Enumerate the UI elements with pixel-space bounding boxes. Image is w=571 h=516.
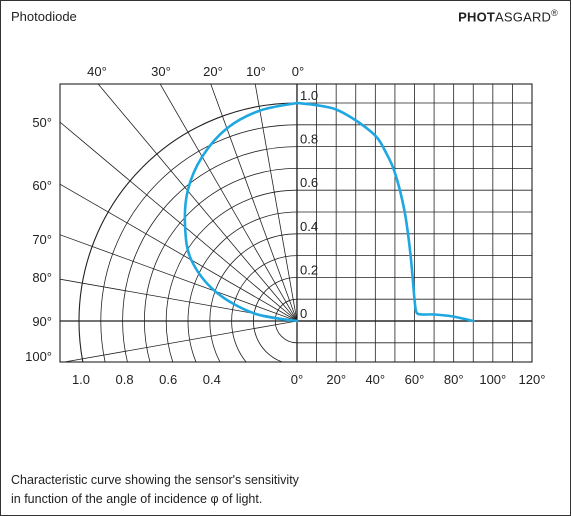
y-tick-label: 0: [300, 306, 307, 321]
polar-spoke: [60, 121, 297, 322]
x-tick-label: 20°: [326, 372, 346, 387]
x-tick-label: 100°: [479, 372, 506, 387]
y-tick-label: 1.0: [300, 88, 318, 103]
polar-sensitivity-curve: [183, 101, 299, 323]
polar-angle-label: 10°: [246, 64, 266, 79]
polar-spoke: [62, 320, 297, 362]
plot-frame: [59, 83, 533, 363]
grid: [59, 83, 533, 363]
polar-spoke: [60, 234, 297, 322]
caption-line-1: Characteristic curve showing the sensor'…: [11, 473, 299, 487]
caption-line-2: in function of the angle of incidence φ …: [11, 492, 263, 506]
polar-radius-label: 0.8: [116, 372, 134, 387]
polar-angle-label: 20°: [203, 64, 223, 79]
x-tick-label: 120°: [519, 372, 546, 387]
sensitivity-chart: 0° 10° 20° 30° 40° 50° 60° 70° 80° 90° 100° 1.0 0.8 0…: [25, 64, 545, 387]
caption: Characteristic curve showing the sensor'…: [11, 471, 299, 509]
polar-spoke: [210, 84, 297, 322]
polar-spoke: [159, 84, 297, 322]
polar-spoke: [60, 183, 297, 322]
x-tick-label: 0°: [291, 372, 303, 387]
y-tick-label: 0.6: [300, 175, 318, 190]
polar-angle-label: 100°: [25, 349, 52, 364]
polar-angle-label: 70°: [32, 232, 52, 247]
x-tick-label: 80°: [444, 372, 464, 387]
brand-rest: ASGARD: [495, 9, 552, 25]
polar-angle-label: 0°: [292, 64, 304, 79]
polar-angle-label: 50°: [32, 115, 52, 130]
polar-radius-label: 0.4: [203, 372, 221, 387]
registered-mark: ®: [551, 8, 558, 18]
x-tick-label: 60°: [405, 372, 425, 387]
brand-logo: PHOTASGARD®: [458, 8, 558, 24]
brand-bold: PHOT: [458, 9, 496, 25]
polar-spoke: [97, 84, 297, 322]
product-title: Photodiode: [11, 9, 77, 24]
polar-spoke: [254, 84, 297, 322]
y-tick-label: 0.4: [300, 219, 318, 234]
polar-spoke: [60, 278, 297, 322]
polar-angle-label: 30°: [151, 64, 171, 79]
y-tick-label: 0.8: [300, 132, 318, 147]
polar-angle-label: 40°: [87, 64, 107, 79]
polar-radius-label: 1.0: [72, 372, 90, 387]
polar-angle-label: 90°: [32, 314, 52, 329]
polar-angle-label: 60°: [32, 178, 52, 193]
polar-radius-label: 0.6: [159, 372, 177, 387]
sensitivity-curves: [183, 101, 475, 323]
polar-angle-label: 80°: [32, 270, 52, 285]
x-tick-label: 40°: [365, 372, 385, 387]
cartesian-sensitivity-curve: [295, 101, 475, 323]
y-tick-label: 0.2: [300, 262, 318, 277]
cartesian-grid: [296, 84, 533, 362]
tick-labels: 0° 10° 20° 30° 40° 50° 60° 70° 80° 90° 100° 1.0 0.8 0…: [25, 64, 545, 387]
